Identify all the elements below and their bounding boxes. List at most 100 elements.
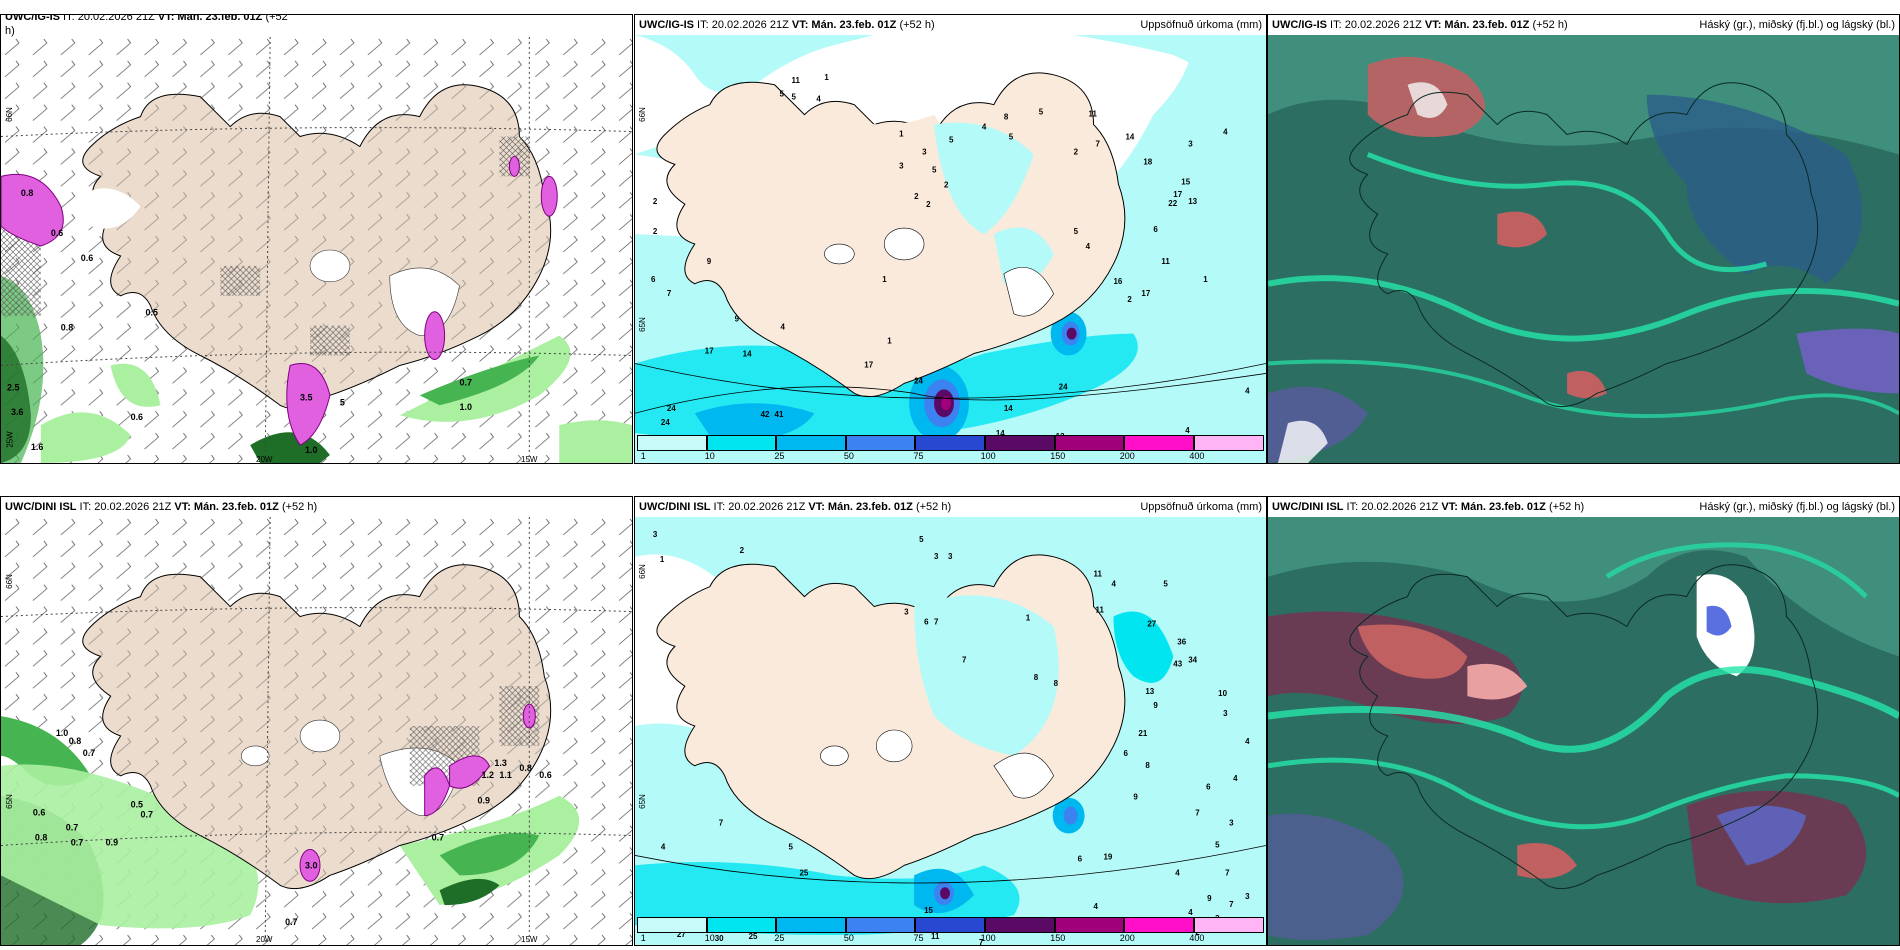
wind-value: 0.7 [141,810,153,820]
precip-value: 3 [899,161,904,170]
colorbar-tick: 1 [640,933,646,943]
colorbar-swatch [776,435,846,451]
colorbar-tick: 50 [843,933,854,943]
precip-value: 15 [1181,177,1190,186]
precip-value: 1 [1203,275,1208,284]
wind-map-svg: 0.8 0.6 0.6 0.5 0.8 2.5 3.6 3.5 5 1.6 1.… [1,37,632,463]
precip-value: 4 [1185,426,1190,435]
valid-time: VT: Mán. 23.feb. 01Z [791,19,897,31]
precip-value: 5 [1074,227,1079,236]
precip-value: 1 [899,130,904,139]
precip-value: 5 [1215,840,1220,849]
precip-value: 6 [1206,783,1211,792]
panel-header: UWC/IG-IS IT: 20.02.2026 21Z VT: Mán. 23… [635,15,1266,35]
precip-value: 24 [667,404,676,413]
model-label: UWC/IG-IS [639,19,694,31]
wind-value: 0.7 [285,917,297,927]
precip-map: 3 1 2 4 5 3 3 11 4 5 27 3 6 7 7 1 8 11 3… [635,517,1266,945]
wind-value: 1.0 [305,445,317,455]
precip-value: 2 [740,546,745,555]
colorbar-swatch [984,917,1055,933]
lead-time: (+52 [262,14,288,23]
precip-value: 30 [715,934,724,943]
precip-value: 9 [735,315,740,324]
colorbar-swatch [1124,917,1194,933]
wind-value: 0.7 [83,748,95,758]
precip-value: 3 [1188,139,1193,148]
precip-value: 7 [1229,900,1234,909]
wind-value: 0.8 [69,736,81,746]
panel-header: UWC/IG-IS IT: 20.02.2026 21Z VT: Mán. 23… [1,14,632,26]
valid-time: VT: Mán. 23.feb. 01Z [1424,19,1530,31]
wind-value: 3.0 [305,860,317,870]
precip-value: 6 [1123,749,1128,758]
precip-value: 15 [924,906,933,915]
lat-label: 66N [637,564,647,579]
colorbar-tick: 25 [774,451,785,461]
precip-value: 4 [781,323,786,332]
precip-value: 1 [1026,614,1031,623]
colorbar-tick: 50 [843,451,854,461]
init-time: IT: 20.02.2026 21Z [1343,501,1442,513]
lon-label: 15W [521,455,538,464]
panel-header: UWC/DINI ISL IT: 20.02.2026 21Z VT: Mán.… [635,497,1266,517]
model-label: UWC/IG-IS [5,14,60,23]
precip-value: 2 [653,227,658,236]
precip-value: 4 [1245,386,1250,395]
colorbar-tick: 100 [980,933,996,943]
lon-label: 20W [256,935,273,944]
precip-value: 1 [882,275,887,284]
colorbar-swatch [1054,917,1125,933]
precip-value: 8 [1054,679,1059,688]
precip-value: 4 [1086,242,1091,251]
cloud-panel-bottom: UWC/DINI ISL IT: 20.02.2026 21Z VT: Mán.… [1267,496,1900,946]
precip-value: 7 [979,938,984,945]
precip-value: 3 [1245,892,1250,901]
precip-value: 8 [1004,113,1009,122]
precip-colorbar: 1 10 25 50 75 100 150 200 400 [637,917,1264,943]
precip-panel-top: UWC/IG-IS IT: 20.02.2026 21Z VT: Mán. 23… [634,14,1267,464]
precip-value: 2 [926,200,931,209]
precip-value: 6 [1153,225,1158,234]
lat-label: 66N [4,574,14,589]
precip-value: 17 [1173,190,1182,199]
precip-value: 5 [932,165,937,174]
model-label: UWC/DINI ISL [1272,501,1344,513]
precip-value: 25 [749,932,758,941]
panel-title: Uppsöfnuð úrkoma (mm) [1140,501,1262,513]
precip-value: 9 [707,257,712,266]
wind-panel-bottom: UWC/DINI ISL IT: 20.02.2026 21Z VT: Mán.… [0,496,633,946]
wind-value: 0.8 [61,323,73,333]
precip-panel-bottom: UWC/DINI ISL IT: 20.02.2026 21Z VT: Mán.… [634,496,1267,946]
valid-time: VT: Mán. 23.feb. 01Z [1441,501,1546,513]
colorbar-tick: 10 [704,933,715,943]
colorbar-swatch [1193,917,1264,933]
colorbar-tick: 25 [774,933,785,943]
precip-value: 11 [1161,257,1170,266]
colorbar-swatch [915,917,985,933]
valid-time: VT: Mán. 23.feb. 01Z [174,501,279,513]
wind-value: 0.7 [460,377,472,387]
valid-time: VT: Mán. 23.feb. 01Z [808,501,913,513]
wind-value: 0.6 [539,770,551,780]
precip-value: 4 [1175,868,1180,877]
precip-value: 42 [761,410,770,419]
precip-value: 3 [653,530,658,539]
colorbar-tick: 10 [704,451,715,461]
colorbar-swatch [845,435,916,451]
precip-value: 7 [934,618,939,627]
wind-map-svg: 1.0 0.8 0.7 0.6 0.7 0.8 0.7 0.9 0.5 0.7 … [1,517,632,945]
colorbar-swatch [1193,435,1264,451]
precip-value: 5 [789,842,794,851]
colorbar-tick: 150 [1050,933,1066,943]
colorbar-tick: 100 [980,451,996,461]
precip-value: 9 [1153,701,1158,710]
precip-value: 3 [948,552,953,561]
lon-label: 15W [521,935,538,944]
precip-value: 14 [996,429,1005,438]
colorbar-swatch [706,917,777,933]
precip-value: 2 [1127,295,1132,304]
wind-value: 0.5 [131,800,143,810]
wind-value: 0.6 [33,808,45,818]
lat-label: 66N [637,107,647,122]
